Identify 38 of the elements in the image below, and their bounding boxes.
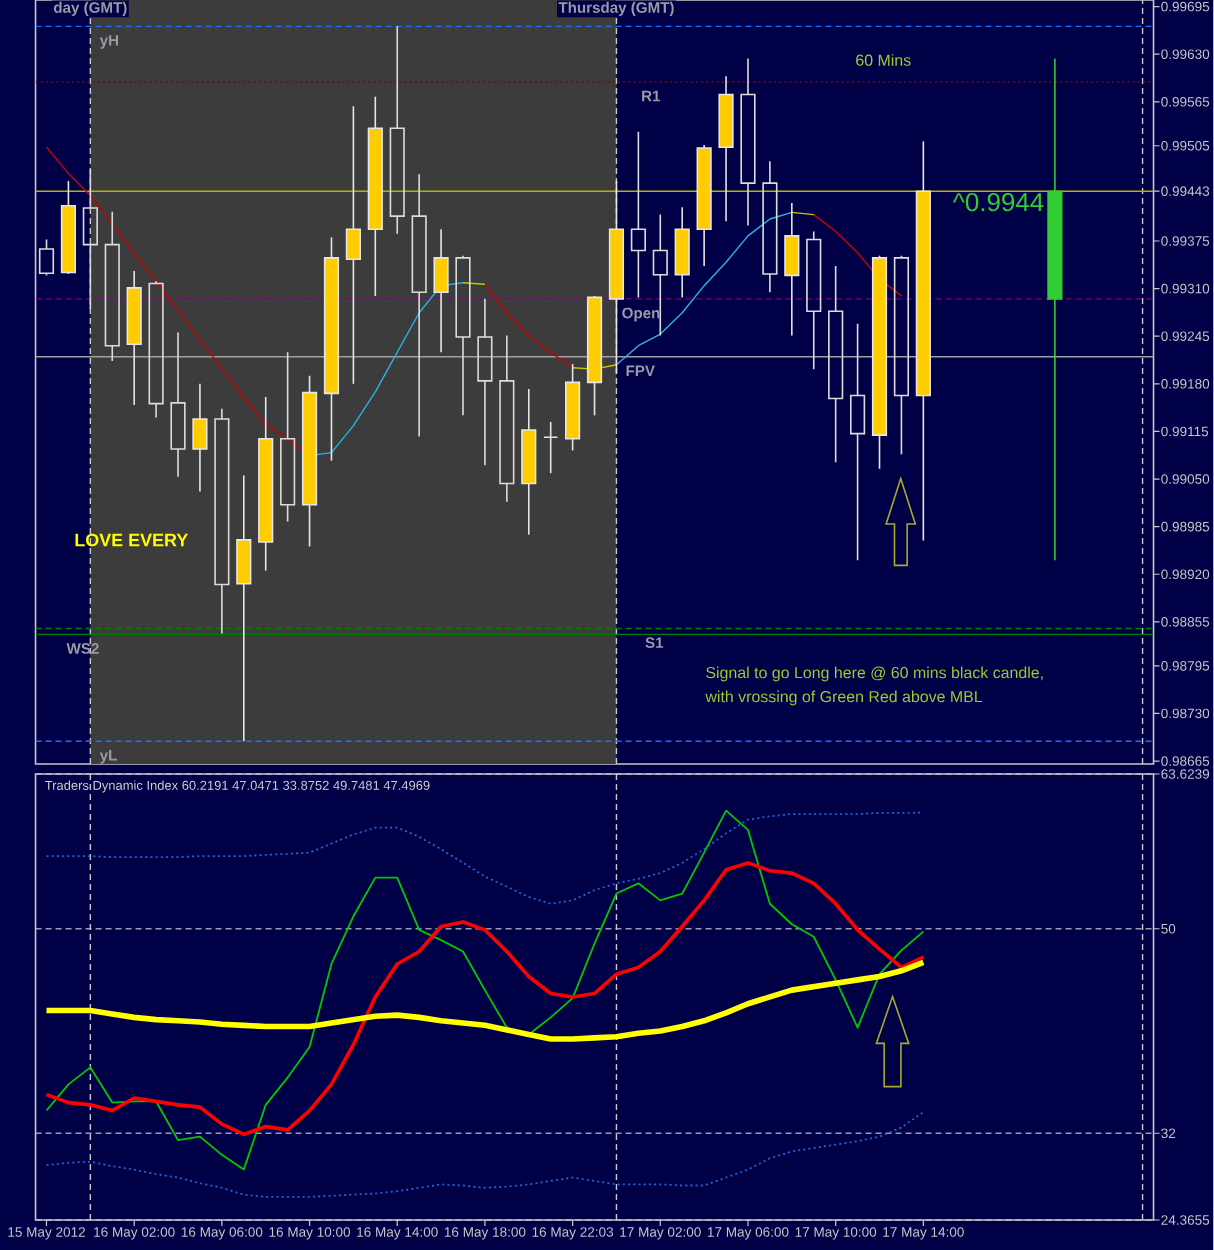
candlestick: [894, 254, 910, 455]
candlestick: [477, 298, 493, 466]
candlestick: [740, 57, 756, 227]
candlestick: [236, 474, 252, 743]
candlestick: [39, 238, 55, 277]
candlestick: [126, 270, 142, 406]
candlestick: [411, 173, 427, 438]
candlestick: [148, 280, 164, 419]
candlestick: [631, 131, 647, 299]
annotation: ^0.9944: [953, 192, 1044, 212]
candlestick: [170, 331, 186, 478]
candlestick: [389, 25, 406, 235]
candlestick: [324, 236, 340, 462]
candlestick: [499, 334, 515, 503]
candlestick: [214, 407, 230, 635]
candlestick: [1047, 57, 1063, 562]
candlestick: [850, 322, 866, 562]
candlestick: [718, 75, 734, 223]
candlestick: [82, 168, 99, 310]
candlestick: [455, 254, 471, 417]
candlestick: [696, 144, 712, 267]
candlestick: [609, 180, 625, 375]
candlestick: [346, 105, 362, 385]
candlestick: [192, 383, 208, 493]
candlestick: [280, 351, 296, 523]
candlestick: [762, 160, 778, 294]
candlestick: [367, 95, 384, 297]
candlestick: [806, 230, 822, 370]
candlestick: [915, 140, 932, 542]
line-series: [45, 809, 925, 1171]
candlestick: [784, 202, 800, 337]
candlestick: [258, 396, 274, 572]
candlestick: [521, 388, 537, 536]
candlestick: [433, 228, 449, 354]
annotation: LOVE EVERY: [75, 533, 189, 547]
candlestick: [104, 210, 121, 362]
candlestick: [674, 206, 691, 299]
candlestick: [828, 265, 844, 463]
